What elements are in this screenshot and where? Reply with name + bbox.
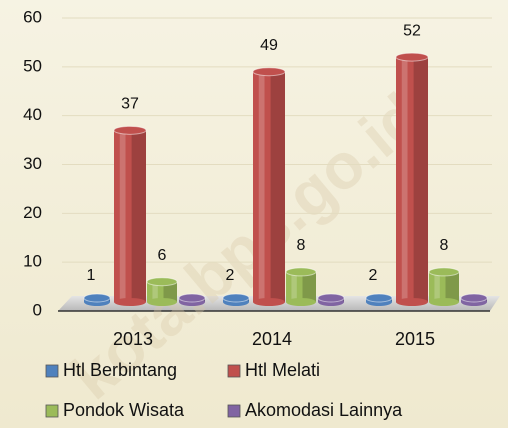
y-tick-label: 50: [23, 56, 42, 75]
bar-shine: [152, 281, 158, 302]
bar-bottom: [253, 298, 285, 306]
bar-bottom: [147, 298, 177, 306]
bar-body: [253, 71, 285, 302]
x-tick-label: 2014: [252, 329, 292, 349]
bar-top: [146, 277, 178, 287]
data-label: 8: [297, 237, 306, 254]
bar-body: [396, 57, 428, 302]
bar-bottom: [429, 298, 459, 306]
y-tick-label: 60: [23, 7, 42, 26]
bar-body: [114, 130, 146, 302]
bar-top: [222, 293, 250, 303]
bar-top: [113, 125, 147, 135]
bar-top: [285, 267, 317, 277]
bar-shade: [270, 71, 285, 302]
bar: [285, 267, 317, 306]
bar: [252, 67, 286, 306]
bar-top: [460, 293, 488, 303]
bar-shade: [445, 271, 459, 302]
bar-body: [286, 271, 316, 302]
y-tick-label: 20: [23, 203, 42, 222]
data-label: 1: [87, 267, 96, 284]
legend-swatch: [227, 404, 241, 418]
bar-top: [252, 67, 286, 77]
data-label: 52: [403, 22, 421, 39]
bar: [178, 293, 206, 306]
bar-shine: [119, 130, 126, 302]
y-tick-label: 30: [23, 154, 42, 173]
bar-body: [429, 271, 459, 302]
x-tick-label: 2015: [395, 329, 435, 349]
y-tick-label: 0: [33, 300, 42, 319]
bar-shine: [291, 271, 297, 302]
bar: [428, 267, 460, 306]
bar-bottom: [396, 298, 428, 306]
bar: [317, 293, 345, 306]
bar-top: [428, 267, 460, 277]
bar: [460, 293, 488, 306]
bar-top: [83, 293, 111, 303]
legend-swatch: [227, 364, 241, 378]
legend-label: Htl Melati: [245, 360, 320, 380]
bar-shine: [401, 57, 408, 302]
bar-bottom: [286, 298, 316, 306]
legend-label: Pondok Wisata: [63, 400, 185, 420]
bar-top: [178, 293, 206, 303]
legend-swatch: [45, 404, 59, 418]
bar-top: [395, 52, 429, 62]
bar: [395, 52, 429, 306]
bar-shine: [258, 71, 265, 302]
bar: [113, 125, 147, 306]
bar-shade: [413, 57, 428, 302]
bar: [222, 293, 250, 306]
bar-body: [147, 281, 177, 302]
data-label: 6: [158, 247, 167, 264]
bar: [146, 277, 178, 306]
bar-bottom: [114, 298, 146, 306]
data-label: 49: [260, 37, 278, 54]
data-label: 37: [121, 96, 139, 113]
bar: [365, 293, 393, 306]
y-tick-label: 10: [23, 252, 42, 271]
bar: [83, 293, 111, 306]
bar-shine: [434, 271, 440, 302]
bar-shade: [131, 130, 146, 302]
bar-shade: [302, 271, 316, 302]
legend-label: Akomodasi Lainnya: [245, 400, 403, 420]
legend-label: Htl Berbintang: [63, 360, 177, 380]
data-label: 2: [226, 267, 235, 284]
x-tick-label: 2013: [113, 329, 153, 349]
bar-shade: [163, 281, 177, 302]
y-tick-label: 40: [23, 105, 42, 124]
data-label: 2: [369, 267, 378, 284]
legend-swatch: [45, 364, 59, 378]
bar-top: [365, 293, 393, 303]
bar-top: [317, 293, 345, 303]
data-label: 8: [440, 237, 449, 254]
